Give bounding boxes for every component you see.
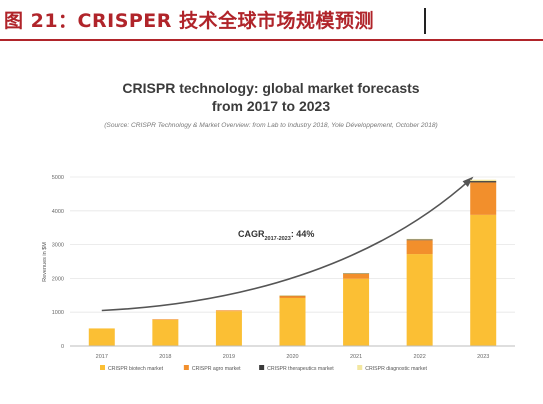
y-tick-label: 5000 [52, 175, 64, 181]
x-tick-label: 2021 [350, 354, 362, 360]
text-cursor [424, 8, 426, 34]
cagr-annotation: CAGR2017-2023: 44% [238, 229, 314, 242]
chart-title-line2: from 2017 to 2023 [212, 98, 330, 114]
legend-swatch [100, 365, 105, 370]
bar-segment [406, 240, 433, 255]
chart-container: CRISPR technology: global market forecas… [0, 41, 543, 400]
bar-segment [470, 182, 497, 215]
axis-layer: 0 1000 2000 3000 4000 5000 2017 2018 2019 2020 202… [52, 175, 515, 360]
bar-segment [343, 273, 370, 274]
y-tick-label: 4000 [52, 209, 64, 215]
trend-layer [101, 176, 474, 312]
x-tick-label: 2022 [414, 354, 426, 360]
bar-segment [406, 239, 433, 241]
bar-segment [88, 328, 115, 346]
bar-segment [406, 254, 433, 346]
cagr-arrowhead [462, 176, 474, 188]
legend-swatch [357, 365, 363, 370]
bars-layer [88, 179, 497, 346]
y-tick-label: 2000 [52, 276, 64, 282]
x-tick-label: 2017 [96, 354, 108, 360]
legend-label: CRISPR therapeutics market [267, 366, 334, 372]
bar-segment [470, 179, 497, 182]
bar-segment [343, 272, 370, 274]
legend-swatch [259, 365, 265, 370]
bar-segment [279, 295, 306, 299]
chart-svg: CRISPR technology: global market forecas… [42, 80, 515, 372]
bar-segment [152, 319, 179, 320]
chart-subtitle: (Source: CRISPR Technology & Market Over… [104, 122, 438, 129]
y-tick-label: 3000 [52, 243, 64, 249]
legend-swatch [183, 365, 189, 370]
y-tick-label: 0 [61, 344, 64, 350]
bar-segment [279, 295, 306, 296]
x-tick-label: 2018 [159, 354, 171, 360]
legend-label: CRISPR agro market [192, 366, 241, 372]
y-tick-label: 1000 [52, 310, 64, 316]
legend-label: CRISPR biotech market [108, 366, 164, 372]
bar-segment [406, 238, 433, 240]
bar-segment [152, 319, 179, 346]
figure-title: 图 21：CRISPER 技术全球市场规模预测 [4, 10, 375, 32]
legend-label: CRISPR diagnostic market [365, 366, 427, 372]
bar-segment [215, 310, 242, 312]
chart-title: CRISPR technology: global market forecas… [122, 80, 419, 96]
bar-segment [279, 298, 306, 346]
x-tick-label: 2020 [286, 354, 298, 360]
y-axis-label: Revenues in $M [42, 242, 48, 282]
header-rule [0, 39, 543, 41]
bar-segment [343, 278, 370, 346]
bar-segment [343, 273, 370, 279]
x-tick-label: 2023 [477, 354, 489, 360]
x-tick-label: 2019 [223, 354, 235, 360]
cagr-trend-curve [101, 178, 472, 312]
bar-segment [470, 214, 497, 346]
report-header: 图 21：CRISPER 技术全球市场规模预测 [0, 0, 543, 41]
legend-layer: CRISPR biotech market CRISPR agro market C… [100, 365, 428, 372]
bar-segment [470, 181, 497, 183]
bar-segment [215, 311, 242, 346]
